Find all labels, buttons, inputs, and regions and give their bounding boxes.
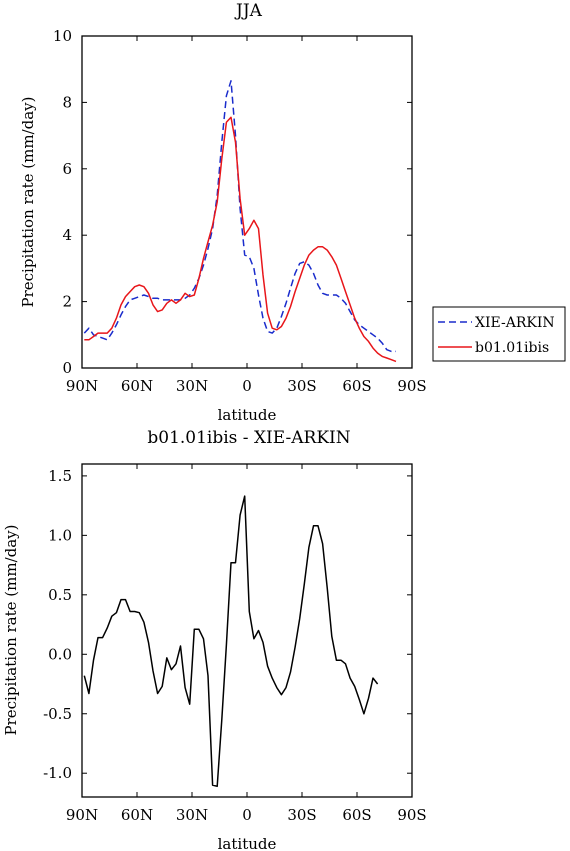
- legend-label-xie-arkin: XIE-ARKIN: [475, 315, 555, 331]
- top-chart-title: JJA: [234, 1, 263, 21]
- legend-box: [432, 306, 566, 362]
- bottom-series-lines: [83, 495, 379, 788]
- x-tick-label: 60N: [121, 806, 153, 824]
- series-line-xie-arkin: [83, 80, 396, 353]
- y-tick-label: 0.5: [48, 586, 72, 604]
- x-tick-label: 60S: [342, 377, 371, 395]
- y-tick-label: 10: [53, 27, 72, 45]
- x-tick-label: 90N: [66, 806, 98, 824]
- bottom-y-ticks: 1.5 1.0 0.5 0.0 -0.5 -1.0: [43, 467, 412, 782]
- top-y-axis-label: Precipitation rate (mm/day): [19, 96, 37, 307]
- bottom-y-axis-label: Precipitation rate (mm/day): [2, 524, 20, 735]
- bottom-x-ticks: 90N 60N 30N 0 30S 60S 90S: [66, 464, 427, 824]
- x-tick-label: 30S: [287, 377, 316, 395]
- y-tick-label: 1.5: [48, 467, 72, 485]
- y-tick-label: 0.0: [48, 645, 72, 663]
- x-tick-label: 60N: [121, 377, 153, 395]
- series-line-b01-01ibis: [84, 116, 397, 363]
- x-tick-label: 90S: [397, 377, 426, 395]
- bottom-x-axis-label: latitude: [218, 835, 277, 851]
- x-tick-label: 90S: [397, 806, 426, 824]
- series-line-difference: [83, 495, 379, 788]
- y-tick-label: -1.0: [43, 764, 72, 782]
- x-tick-label: 60S: [342, 806, 371, 824]
- y-tick-label: -0.5: [43, 705, 72, 723]
- bottom-plot-frame: [81, 463, 413, 798]
- x-tick-label: 90N: [66, 377, 98, 395]
- y-tick-label: 6: [62, 160, 72, 178]
- y-tick-label: 8: [62, 93, 72, 111]
- bottom-panel: b01.01ibis - XIE-ARKIN 1.5 1.0 0.5 0.0 -0.5 -…: [2, 428, 427, 851]
- x-tick-label: 30N: [176, 806, 208, 824]
- top-panel: JJA 0 2 4 6 8 10 90N 60N 30N 0 30S 60S 90S latitude…: [19, 1, 566, 424]
- top-plot-frame: [81, 35, 413, 369]
- y-tick-label: 0: [62, 359, 72, 377]
- legend: XIE-ARKIN b01.01ibis: [432, 306, 566, 362]
- x-tick-label: 0: [242, 806, 252, 824]
- top-x-ticks: 90N 60N 30N 0 30S 60S 90S: [66, 36, 427, 395]
- legend-label-b01-01ibis: b01.01ibis: [475, 340, 549, 356]
- top-series-lines: [83, 80, 397, 363]
- y-tick-label: 4: [62, 226, 72, 244]
- x-tick-label: 30S: [287, 806, 316, 824]
- y-tick-label: 2: [62, 293, 72, 311]
- bottom-chart-title: b01.01ibis - XIE-ARKIN: [147, 428, 350, 448]
- x-tick-label: 0: [242, 377, 252, 395]
- top-y-ticks: 0 2 4 6 8 10: [53, 27, 412, 377]
- x-tick-label: 30N: [176, 377, 208, 395]
- top-x-axis-label: latitude: [218, 406, 277, 424]
- y-tick-label: 1.0: [48, 526, 72, 544]
